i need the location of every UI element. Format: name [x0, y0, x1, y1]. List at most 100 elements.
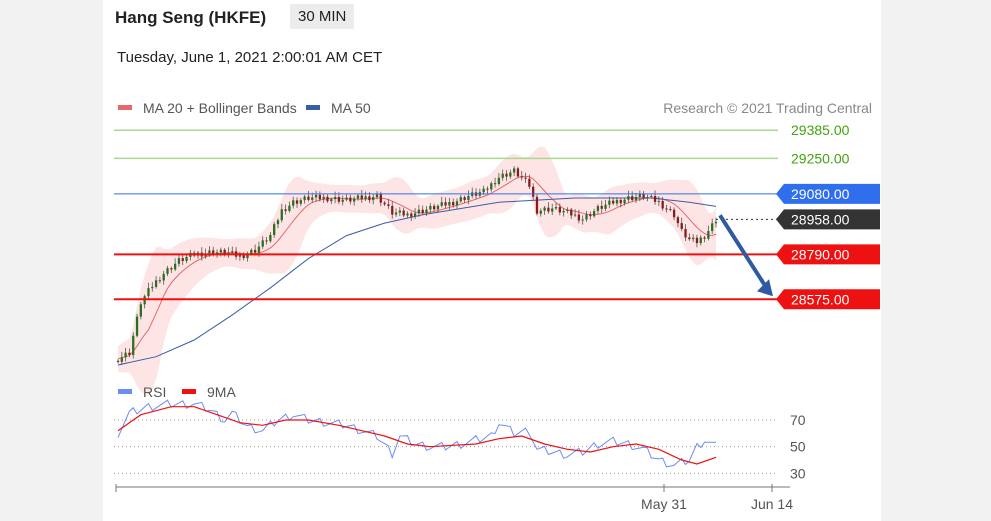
- candle-body: [280, 209, 283, 221]
- candle-body: [463, 197, 466, 201]
- candle-body: [650, 195, 653, 197]
- candle-body: [608, 200, 611, 205]
- candle-body: [253, 249, 257, 253]
- candle-body: [299, 200, 302, 204]
- candle-body: [383, 202, 386, 205]
- candle-body: [261, 240, 264, 247]
- candle-body: [333, 197, 337, 200]
- candle-body: [288, 205, 291, 211]
- rsi-line: [117, 399, 717, 468]
- candle-body: [341, 199, 344, 202]
- candle-body: [311, 197, 314, 200]
- rsi-tick-label: 50: [790, 439, 806, 455]
- candle-body: [490, 183, 493, 190]
- candle-body: [676, 217, 680, 224]
- candle-body: [532, 186, 535, 197]
- candle-body: [486, 188, 489, 190]
- candle-body: [147, 288, 150, 297]
- candle-body: [703, 237, 706, 239]
- rsi-legend-swatch: [118, 389, 132, 394]
- last-price-label: 28958.00: [791, 211, 850, 227]
- pivot-tag: [776, 183, 880, 204]
- candle-body: [402, 210, 405, 216]
- pivot-label: 29080.00: [791, 186, 850, 202]
- candle-body: [619, 199, 622, 204]
- candle-body: [360, 195, 363, 200]
- candle-body: [181, 258, 184, 261]
- candle-body: [314, 194, 318, 198]
- candle-body: [265, 240, 268, 242]
- candle-body: [372, 197, 375, 201]
- candle-body: [379, 194, 382, 203]
- candle-body: [653, 195, 657, 202]
- candle-body: [497, 177, 501, 184]
- candle-body: [120, 357, 123, 362]
- candle-body: [448, 202, 451, 206]
- rsi-legend-label: 9MA: [207, 384, 236, 400]
- candle-body: [432, 205, 436, 210]
- rsi-legend-label: RSI: [143, 384, 166, 400]
- candle-body: [391, 205, 394, 215]
- candle-body: [246, 253, 249, 259]
- interval-selector[interactable]: 30 MIN: [290, 4, 355, 29]
- credit-text: Research © 2021 Trading Central: [663, 100, 872, 116]
- candle-body: [158, 280, 162, 282]
- candle-body: [124, 352, 127, 358]
- candle-body: [387, 204, 390, 206]
- candle-body: [436, 205, 440, 210]
- candle-body: [501, 173, 504, 178]
- candle-body: [509, 172, 512, 177]
- candle-body: [132, 335, 135, 355]
- candle-body: [623, 199, 626, 204]
- candle-body: [459, 197, 462, 202]
- resistance-label: 29250.00: [791, 150, 850, 166]
- candle-body: [512, 168, 516, 173]
- candle-body: [516, 168, 520, 177]
- candle-body: [406, 213, 409, 216]
- candle-body: [444, 202, 447, 206]
- candle-body: [212, 250, 215, 255]
- candle-body: [292, 200, 295, 206]
- candle-body: [417, 209, 421, 214]
- time-axis-label: May 31: [641, 496, 687, 512]
- candle-body: [139, 304, 142, 317]
- support-label: 28575.00: [791, 291, 850, 307]
- candle-body: [627, 196, 630, 200]
- candle-body: [612, 200, 615, 204]
- candle-body: [543, 207, 546, 211]
- candle-body: [695, 237, 699, 244]
- candle-body: [269, 234, 272, 242]
- rsi-tick-label: 30: [790, 465, 806, 481]
- candle-body: [566, 209, 569, 211]
- candle-body: [452, 202, 455, 206]
- legend-swatch: [118, 105, 132, 110]
- candle-body: [714, 221, 718, 224]
- support-label: 28790.00: [791, 246, 850, 262]
- legend-swatch: [306, 105, 320, 110]
- candle-body: [570, 209, 573, 216]
- candle-body: [558, 207, 561, 213]
- candle-body: [551, 208, 554, 212]
- candle-body: [688, 237, 691, 240]
- candle-body: [238, 255, 242, 257]
- candle-body: [116, 360, 120, 362]
- candle-body: [177, 258, 181, 264]
- candle-body: [154, 280, 158, 287]
- candle-body: [692, 237, 695, 240]
- candle-body: [410, 213, 413, 217]
- candle-body: [638, 193, 641, 197]
- candle-body: [398, 210, 402, 213]
- candle-body: [589, 214, 592, 217]
- candle-body: [368, 196, 371, 201]
- candle-body: [219, 249, 222, 253]
- candle-body: [135, 316, 139, 336]
- candle-body: [231, 251, 234, 253]
- support-tag: [776, 289, 880, 310]
- candle-body: [596, 205, 600, 212]
- candle-body: [680, 223, 683, 229]
- candle-body: [349, 197, 352, 202]
- candle-body: [573, 214, 577, 216]
- candle-body: [604, 204, 607, 209]
- bollinger-band: [118, 146, 716, 396]
